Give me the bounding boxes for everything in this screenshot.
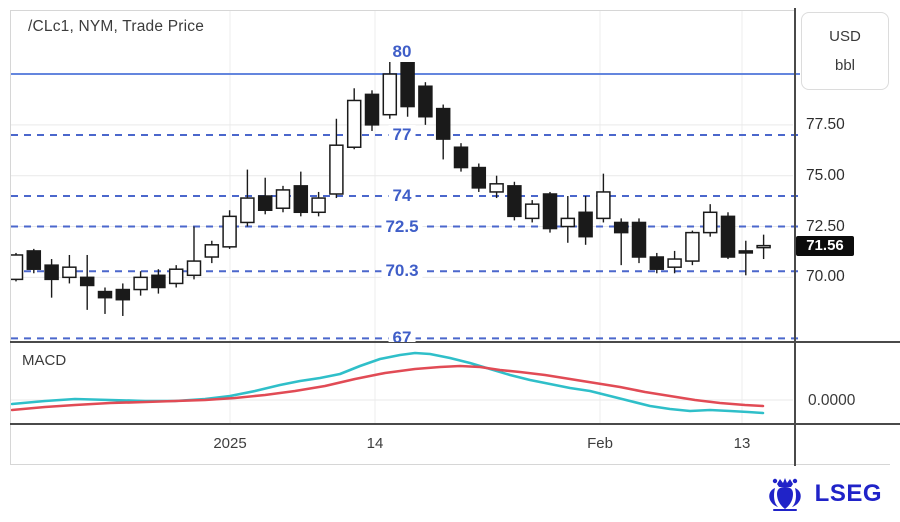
candlestick[interactable] [186, 226, 202, 280]
plot-border-top [10, 10, 795, 11]
candlestick[interactable] [649, 252, 665, 274]
candlestick[interactable] [133, 271, 148, 296]
candlestick[interactable] [275, 185, 291, 213]
candlestick[interactable] [596, 173, 611, 223]
candlestick[interactable] [560, 196, 576, 243]
candlestick[interactable] [293, 171, 309, 217]
candlestick[interactable] [685, 230, 700, 266]
plot-border-bottom [10, 464, 890, 465]
x-axis-tick-label: Feb [587, 435, 613, 452]
candlestick[interactable] [667, 250, 682, 274]
candlestick[interactable] [151, 269, 166, 294]
x-axis-tick-label: 14 [366, 435, 384, 452]
macd-indicator-label: MACD [22, 352, 67, 369]
candlestick[interactable] [44, 259, 59, 298]
candlestick[interactable] [418, 82, 433, 125]
candlestick[interactable] [435, 104, 451, 160]
candlestick[interactable] [702, 204, 718, 237]
candlestick[interactable] [524, 200, 540, 223]
unit-label: bbl [834, 57, 856, 74]
lseg-logo-text: LSEG [814, 480, 882, 507]
candlestick[interactable] [329, 118, 344, 199]
macd-panel-divider [10, 341, 900, 343]
candlestick[interactable] [168, 265, 184, 288]
candlestick[interactable] [756, 234, 771, 260]
candlestick[interactable] [26, 248, 42, 274]
candlestick[interactable] [578, 196, 593, 245]
y-axis-price-label: 70.00 [806, 268, 845, 286]
candlestick[interactable] [115, 283, 131, 316]
candlestick[interactable] [489, 175, 504, 199]
candlestick[interactable] [613, 218, 629, 266]
y-axis-price-label: 77.50 [806, 115, 845, 133]
x-axis-tick-label: 13 [733, 435, 751, 452]
candlestick[interactable] [507, 181, 522, 221]
macd-zero-label: 0.0000 [808, 392, 856, 409]
candlestick[interactable] [720, 212, 736, 260]
candlestick[interactable] [346, 88, 362, 150]
signal-line [10, 364, 765, 412]
candlestick[interactable] [240, 169, 255, 227]
candlestick[interactable] [382, 57, 398, 119]
lseg-crest-icon [768, 478, 801, 511]
candlestick[interactable] [257, 177, 273, 215]
candlestick[interactable] [222, 210, 237, 249]
candlestick[interactable] [79, 254, 95, 310]
candlestick[interactable] [204, 240, 220, 264]
candlestick[interactable] [62, 254, 77, 284]
y-axis-price-label: 75.00 [806, 166, 845, 184]
candlestick[interactable] [631, 218, 647, 264]
plot-border-left [10, 10, 11, 465]
candlestick[interactable] [542, 191, 558, 233]
candlestick[interactable] [10, 252, 24, 282]
macd-line [10, 351, 765, 415]
y-axis-line [794, 8, 796, 466]
instrument-title: /CLc1, NYM, Trade Price [28, 18, 205, 35]
unit-box: USD bbl [801, 12, 889, 90]
candlestick[interactable] [471, 163, 487, 192]
candlestick[interactable] [738, 240, 754, 276]
y-axis-price-label: 72.50 [806, 217, 845, 235]
candlestick[interactable] [364, 90, 380, 131]
x-axis-tick-label: 2025 [213, 435, 247, 452]
candlestick[interactable] [453, 143, 469, 172]
candlestick[interactable] [97, 287, 113, 314]
xaxis-panel-divider [10, 423, 900, 425]
last-price-badge: 71.56 [796, 235, 854, 256]
lseg-logo: LSEG [763, 476, 882, 512]
candlestick[interactable] [311, 191, 326, 217]
currency-label: USD [829, 28, 861, 45]
candlestick[interactable] [400, 57, 415, 117]
